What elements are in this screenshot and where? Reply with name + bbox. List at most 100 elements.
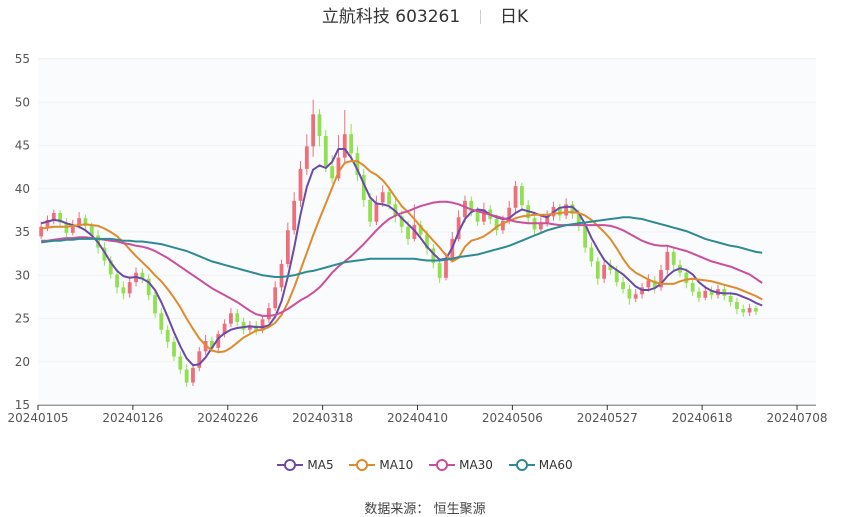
candle-body (545, 216, 550, 223)
x-tick-label: 20240318 (292, 411, 353, 425)
candle-body (172, 341, 176, 357)
candle-body (399, 216, 404, 227)
candle-body (431, 248, 436, 264)
candlestick-chart: 15 20 25 30 35 40 45 50 55 20240105 20240126 202402… (7, 52, 827, 425)
legend-marker-ma5 (277, 459, 304, 471)
candle-body (197, 351, 202, 368)
candle-body (671, 251, 676, 265)
y-tick-label: 20 (15, 355, 30, 369)
candle-body (260, 319, 265, 331)
y-tick-label: 40 (15, 182, 30, 196)
candle-body (690, 283, 695, 292)
candle-body (70, 225, 75, 233)
candle-body (279, 264, 284, 288)
legend-label-ma60: MA60 (538, 458, 573, 472)
chart-title: 立航科技 603261 日K (0, 4, 850, 30)
series-line-ma5 (40, 148, 763, 367)
legend-label-ma30: MA30 (459, 458, 493, 472)
candle-body (298, 168, 303, 201)
candle-body (285, 230, 290, 265)
candle-body (380, 192, 385, 203)
candle-body (222, 323, 227, 335)
legend-marker-ma60 (508, 459, 535, 471)
candle-body (273, 287, 278, 309)
candle-body (210, 340, 214, 348)
source-label: 数据来源： (364, 502, 430, 517)
legend-item-ma60[interactable]: MA60 (508, 458, 573, 472)
candle-body (614, 270, 619, 283)
x-tick-label: 20240618 (672, 411, 733, 425)
period-label: 日K (499, 7, 529, 27)
candle-body (191, 367, 195, 383)
candle-body (83, 218, 88, 226)
candle-body (127, 282, 132, 294)
legend: MA5 MA10 MA30 MA60 (0, 458, 850, 474)
candle-body (735, 302, 739, 309)
candle-body (709, 290, 714, 296)
candle-body (311, 114, 316, 147)
candle-body (627, 289, 632, 299)
candle-body (178, 356, 183, 370)
candle-body (513, 186, 518, 208)
candle-body (494, 219, 499, 231)
candle-body (323, 135, 328, 167)
candle-body (159, 313, 164, 330)
x-tick-label: 20240126 (102, 411, 163, 425)
candle-body (361, 174, 366, 200)
y-tick-label: 55 (15, 52, 30, 66)
x-tick-label: 20240105 (7, 411, 68, 425)
x-tick-label: 20240527 (577, 411, 638, 425)
series-line-ma30 (41, 200, 763, 317)
candle-body (349, 134, 353, 154)
legend-item-ma5[interactable]: MA5 (277, 458, 334, 472)
candle-body (444, 259, 448, 278)
data-source: 数据来源： 恒生聚源 (0, 498, 850, 517)
candle-body (292, 200, 297, 231)
candle-body (51, 212, 56, 220)
candle-body (77, 218, 82, 226)
candle-body (425, 234, 429, 249)
candle-body (741, 308, 746, 313)
candle-body (728, 296, 733, 303)
candle-body (684, 272, 689, 284)
candle-body (557, 206, 562, 216)
candle-body (646, 280, 651, 288)
candle-body (342, 134, 347, 158)
candle-body (387, 192, 391, 205)
candle-body (482, 209, 486, 222)
candle-body (121, 287, 126, 294)
candle-body (165, 329, 170, 342)
candle-body (463, 200, 467, 218)
candle-body (475, 211, 480, 222)
candle-body (102, 247, 107, 261)
candle-body (58, 212, 63, 223)
candle-body (507, 207, 512, 221)
legend-item-ma10[interactable]: MA10 (349, 458, 413, 472)
x-tick-label: 20240226 (197, 411, 258, 425)
candle-body (608, 264, 613, 271)
candle-body (652, 280, 657, 288)
candle-body (355, 153, 360, 175)
y-tick-label: 35 (15, 225, 30, 239)
candle-body (140, 272, 145, 279)
candle-body (235, 313, 240, 322)
candle-body (45, 219, 50, 227)
candle-body (317, 114, 322, 136)
legend-marker-ma30 (429, 459, 456, 471)
candle-body (336, 157, 341, 179)
candle-body (519, 186, 524, 206)
candle-body (229, 313, 233, 324)
candle-body (146, 278, 151, 296)
candle-body (697, 291, 701, 298)
x-tick-label: 20240410 (387, 411, 448, 425)
candle-body (330, 166, 335, 179)
candle-body (665, 251, 670, 271)
candle-body (602, 264, 607, 279)
candle-body (241, 321, 246, 330)
candle-body (570, 204, 575, 214)
candle-body (589, 247, 594, 262)
legend-item-ma30[interactable]: MA30 (429, 458, 493, 472)
candle-body (304, 146, 309, 169)
y-tick-label: 45 (15, 139, 30, 153)
candle-body (501, 220, 505, 231)
